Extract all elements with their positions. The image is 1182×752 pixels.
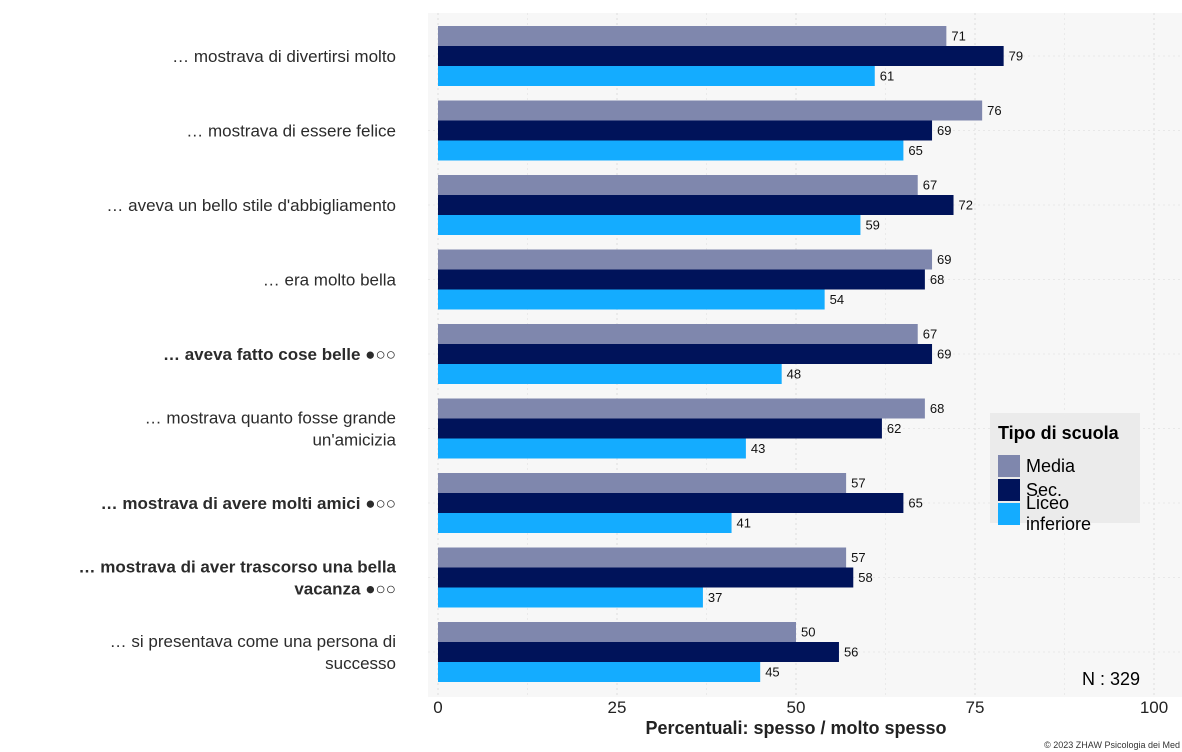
legend-label-sec: Sec. <box>1026 479 1063 500</box>
data-label: 45 <box>765 665 779 680</box>
legend-label-media: Media <box>1026 455 1076 476</box>
category-label: … mostrava di divertirsi molto <box>172 47 396 66</box>
bar-media-2 <box>438 175 918 195</box>
bar-liceo-inferiore-1 <box>438 140 904 161</box>
bar-sec-1 <box>438 120 933 141</box>
bar-liceo-inferiore-5 <box>438 438 746 459</box>
data-label: 62 <box>887 421 901 436</box>
data-label: 69 <box>937 347 951 362</box>
data-label: 41 <box>737 516 751 531</box>
x-tick-label: 75 <box>966 698 985 717</box>
category-label: … mostrava di essere felice <box>186 122 396 141</box>
data-label: 59 <box>865 218 879 233</box>
bar-sec-6 <box>438 493 904 513</box>
data-label: 57 <box>851 476 865 491</box>
data-label: 79 <box>1009 49 1023 64</box>
category-label: … era molto bella <box>263 271 397 290</box>
bar-sec-4 <box>438 344 933 364</box>
data-label: 58 <box>858 570 872 585</box>
data-label: 37 <box>708 590 722 605</box>
bar-media-3 <box>438 249 933 270</box>
category-label: un'amicizia <box>312 431 396 450</box>
bar-media-0 <box>438 26 947 46</box>
data-label: 48 <box>787 367 801 382</box>
bar-sec-7 <box>438 567 854 588</box>
bar-media-8 <box>438 622 796 642</box>
x-tick-label: 100 <box>1140 698 1168 717</box>
bar-sec-0 <box>438 46 1004 66</box>
legend-swatch-sec <box>998 479 1020 501</box>
credit-text: © 2023 ZHAW Psicologia dei Med <box>1044 740 1180 750</box>
category-label: vacanza ●○○ <box>294 580 396 599</box>
data-label: 43 <box>751 441 765 456</box>
bar-liceo-inferiore-0 <box>438 66 875 86</box>
bar-sec-2 <box>438 195 954 215</box>
legend-item-sec: Sec. <box>998 478 1132 502</box>
legend-swatch-media <box>998 455 1020 477</box>
data-label: 71 <box>951 29 965 44</box>
x-tick-label: 25 <box>608 698 627 717</box>
bar-liceo-inferiore-7 <box>438 587 703 608</box>
bar-media-4 <box>438 324 918 344</box>
legend-swatch-liceo <box>998 503 1020 525</box>
data-label: 57 <box>851 550 865 565</box>
x-axis-title: Percentuali: spesso / molto spesso <box>645 718 946 738</box>
bar-liceo-inferiore-6 <box>438 513 732 533</box>
data-label: 65 <box>908 143 922 158</box>
data-label: 50 <box>801 625 815 640</box>
bar-media-1 <box>438 100 983 121</box>
category-label: … mostrava quanto fosse grande <box>145 409 396 428</box>
bar-liceo-inferiore-8 <box>438 662 761 682</box>
legend-title: Tipo di scuola <box>998 423 1119 443</box>
category-label: … mostrava di aver trascorso una bella <box>79 558 397 577</box>
legend-item-liceo: Liceo inferiore <box>998 493 1132 534</box>
category-label: … mostrava di avere molti amici ●○○ <box>101 494 396 513</box>
data-label: 69 <box>937 252 951 267</box>
x-tick-label: 50 <box>787 698 806 717</box>
bar-sec-8 <box>438 642 839 662</box>
data-label: 68 <box>930 401 944 416</box>
legend: Tipo di scuola Media Sec. Liceo inferior… <box>990 413 1140 534</box>
bar-liceo-inferiore-2 <box>438 215 861 235</box>
bar-media-5 <box>438 398 925 419</box>
legend-item-media: Media <box>998 454 1132 478</box>
bar-liceo-inferiore-4 <box>438 364 782 384</box>
category-label: … aveva fatto cose belle ●○○ <box>163 345 396 364</box>
category-label: … aveva un bello stile d'abbigliamento <box>106 196 396 215</box>
data-label: 69 <box>937 123 951 138</box>
data-label: 76 <box>987 103 1001 118</box>
category-label: successo <box>325 654 396 673</box>
bar-liceo-inferiore-3 <box>438 289 825 310</box>
bar-sec-3 <box>438 269 925 290</box>
sample-size-label: N : 329 <box>1082 669 1141 689</box>
data-label: 68 <box>930 272 944 287</box>
data-label: 54 <box>830 292 844 307</box>
data-label: 67 <box>923 178 937 193</box>
legend-label-liceo: Liceo inferiore <box>1026 493 1092 534</box>
bar-media-6 <box>438 473 847 493</box>
category-label: … si presentava come una persona di <box>110 632 396 651</box>
bar-sec-5 <box>438 418 882 439</box>
data-label: 67 <box>923 327 937 342</box>
data-label: 61 <box>880 69 894 84</box>
data-label: 65 <box>908 496 922 511</box>
bar-media-7 <box>438 547 847 568</box>
data-label: 56 <box>844 645 858 660</box>
x-tick-label: 0 <box>433 698 442 717</box>
data-label: 72 <box>959 198 973 213</box>
